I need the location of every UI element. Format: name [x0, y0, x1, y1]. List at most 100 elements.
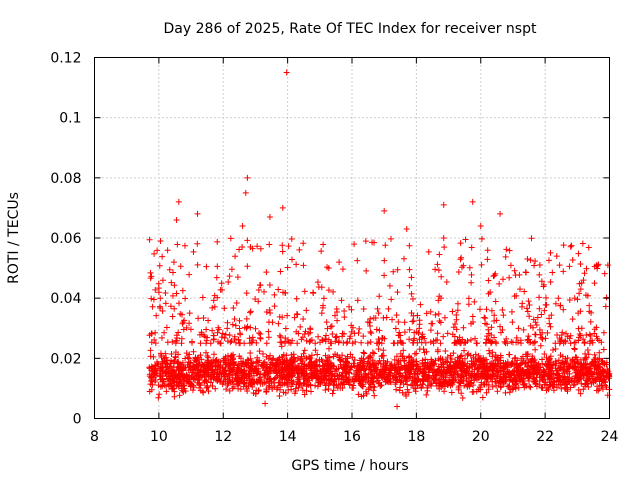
data-point [257, 331, 264, 338]
data-point [369, 359, 376, 366]
data-point [441, 388, 448, 395]
data-point [503, 246, 510, 253]
data-point [502, 364, 509, 371]
data-point [406, 282, 413, 289]
data-point [182, 295, 189, 302]
data-point [506, 382, 513, 389]
data-point [600, 346, 607, 353]
data-point [478, 261, 485, 268]
data-point [524, 256, 531, 263]
data-point [429, 369, 436, 376]
data-point [442, 383, 449, 390]
data-point [588, 373, 595, 380]
data-point [159, 307, 166, 314]
data-point [540, 283, 547, 290]
data-point [183, 350, 190, 357]
data-point [543, 362, 550, 369]
data-point [600, 373, 607, 380]
data-point [150, 296, 157, 303]
data-point [263, 386, 270, 393]
data-point [147, 269, 154, 276]
data-point [236, 325, 243, 332]
data-point [409, 295, 416, 302]
data-point [371, 392, 378, 399]
x-tick-labels: 8 10 12 14 16 18 20 22 24 [90, 429, 618, 445]
data-point [327, 368, 334, 375]
data-point [339, 330, 346, 337]
data-point [168, 279, 175, 286]
data-point [312, 382, 319, 389]
data-point [288, 256, 295, 263]
data-point [489, 360, 496, 367]
data-point [502, 340, 509, 347]
data-point [602, 378, 609, 385]
y-tick-label: 0.04 [50, 291, 81, 307]
data-point [171, 393, 178, 400]
data-point [250, 389, 257, 396]
data-point [169, 338, 176, 345]
data-point [202, 349, 209, 356]
data-point [523, 383, 530, 390]
data-point [327, 323, 334, 330]
data-point [307, 354, 314, 361]
data-point [493, 365, 500, 372]
data-point [341, 381, 348, 388]
data-point [395, 318, 402, 325]
data-point [465, 295, 472, 302]
data-point [491, 272, 498, 279]
data-point [232, 322, 239, 329]
data-point [390, 375, 397, 382]
data-point [233, 376, 240, 383]
data-point [585, 244, 592, 251]
data-point [153, 312, 160, 319]
data-point [186, 379, 193, 386]
data-point [427, 327, 434, 334]
data-point [320, 366, 327, 373]
data-point [550, 383, 557, 390]
data-point [460, 373, 467, 380]
y-tick-label: 0.06 [50, 231, 81, 247]
data-point [536, 305, 543, 312]
data-point [527, 339, 534, 346]
axis-ticks [94, 57, 610, 419]
data-point [257, 282, 264, 289]
data-point [201, 377, 208, 384]
data-point [400, 255, 407, 262]
data-point [308, 361, 315, 368]
data-point [366, 319, 373, 326]
data-point [330, 353, 337, 360]
data-point [440, 235, 447, 241]
data-point [162, 300, 169, 307]
data-point [209, 327, 216, 334]
data-point [591, 351, 598, 358]
data-point [277, 379, 284, 386]
data-point [410, 337, 417, 344]
data-point [494, 373, 501, 380]
data-point [247, 308, 254, 315]
data-point [587, 368, 594, 375]
data-point [587, 318, 594, 325]
data-point [506, 389, 513, 396]
data-point [413, 350, 420, 357]
data-point [425, 248, 432, 255]
data-point [394, 266, 401, 273]
data-point [173, 216, 180, 223]
data-point [328, 372, 335, 379]
data-point [580, 336, 587, 343]
data-point [271, 303, 278, 310]
data-point [239, 222, 246, 229]
data-point [480, 381, 487, 388]
data-point [180, 367, 187, 374]
data-point [576, 373, 583, 380]
data-point [218, 286, 225, 293]
data-point [575, 250, 582, 257]
data-point [460, 262, 467, 269]
data-point [584, 371, 591, 378]
data-point [527, 362, 534, 369]
data-point [365, 355, 372, 362]
data-point [188, 373, 195, 380]
data-point [602, 303, 609, 310]
data-point [296, 246, 303, 253]
data-point [224, 319, 231, 326]
data-point [491, 334, 498, 341]
